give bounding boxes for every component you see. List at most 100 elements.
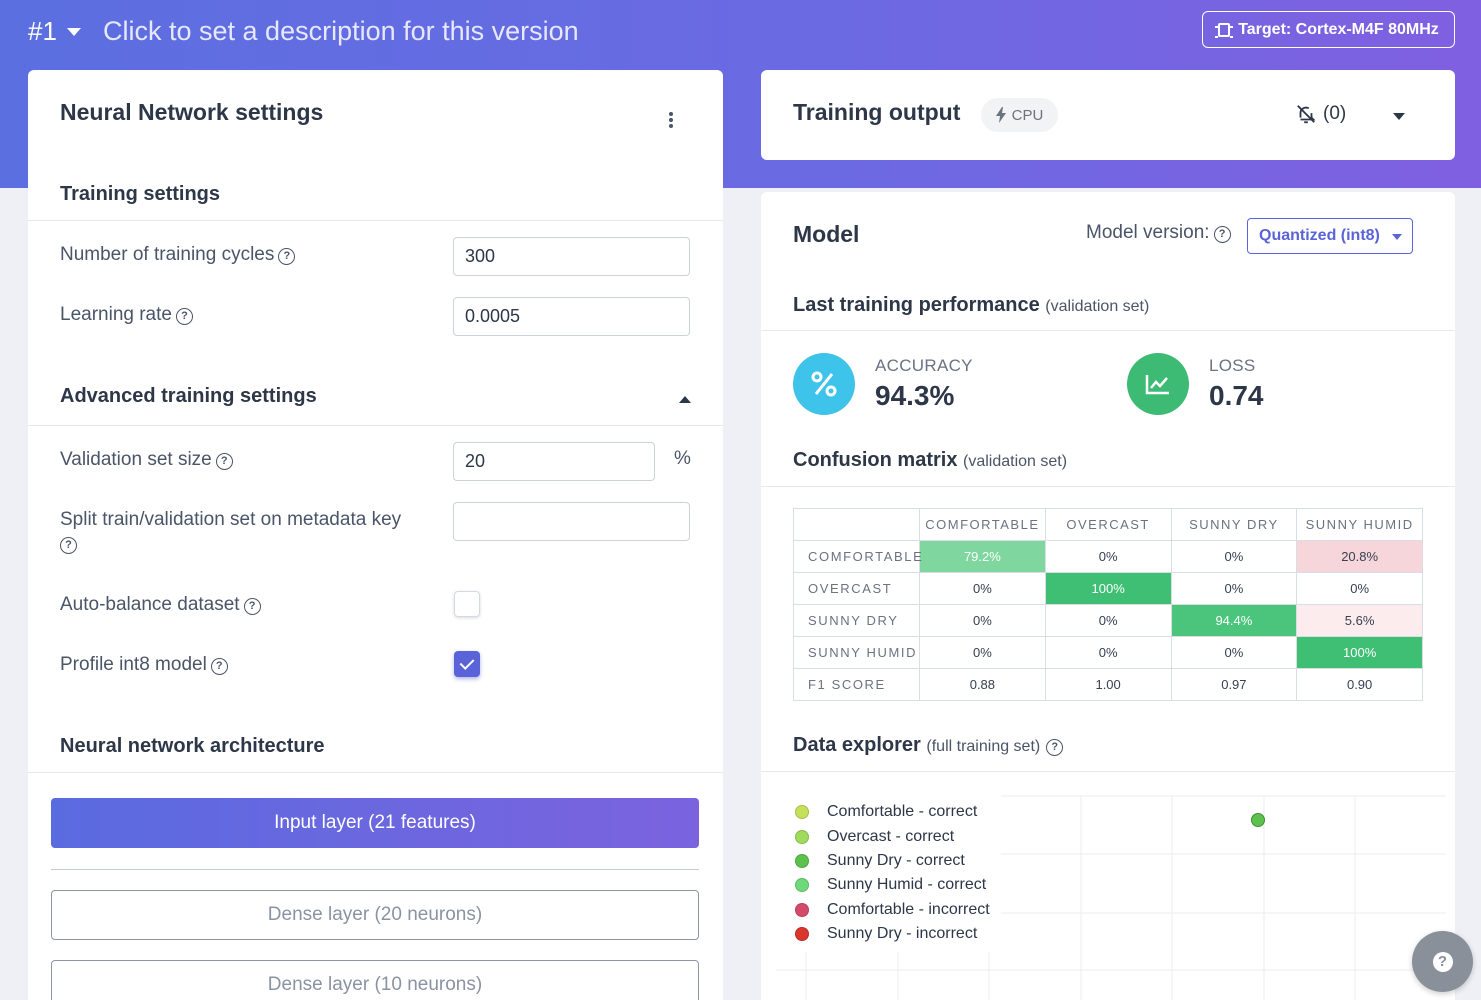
target-device-button[interactable]: Target: Cortex-M4F 80MHz bbox=[1202, 11, 1455, 48]
split-metadata-label: Split train/validation set on metadata k… bbox=[60, 508, 440, 556]
dense-layer-block[interactable]: Dense layer (20 neurons) bbox=[51, 890, 699, 940]
matrix-cell: 100% bbox=[1044, 572, 1172, 605]
help-icon[interactable]: ? bbox=[210, 658, 228, 675]
percent-icon bbox=[793, 353, 855, 415]
accuracy-label: ACCURACY bbox=[875, 356, 973, 375]
version-description[interactable]: Click to set a description for this vers… bbox=[103, 16, 579, 46]
matrix-cell: 0% bbox=[1296, 572, 1423, 605]
legend-item[interactable]: Sunny Humid - correct bbox=[795, 873, 990, 897]
model-card: Model Model version:? Quantized (int8) L… bbox=[761, 192, 1455, 1000]
learning-rate-input[interactable] bbox=[453, 297, 690, 336]
legend-item[interactable]: Comfortable - incorrect bbox=[795, 898, 990, 922]
data-point[interactable] bbox=[1251, 813, 1265, 827]
column-header: SUNNY DRY bbox=[1170, 508, 1298, 541]
help-icon[interactable]: ? bbox=[243, 598, 261, 615]
performance-heading: Last training performance (validation se… bbox=[793, 294, 1150, 316]
training-output-card: Training output CPU (0) bbox=[761, 70, 1455, 160]
split-metadata-input[interactable] bbox=[453, 502, 690, 541]
chevron-down-icon[interactable] bbox=[1393, 113, 1405, 120]
row-header: SUNNY DRY bbox=[793, 604, 920, 637]
matrix-cell: 0% bbox=[1170, 540, 1298, 573]
notifications-toggle[interactable]: (0) bbox=[1295, 103, 1346, 125]
legend-item[interactable]: Sunny Dry - correct bbox=[795, 849, 990, 873]
matrix-cell: 0% bbox=[1044, 540, 1172, 573]
data-explorer-plot[interactable] bbox=[761, 782, 1455, 1000]
column-header: OVERCAST bbox=[1044, 508, 1172, 541]
legend-item[interactable]: Comfortable - correct bbox=[795, 800, 990, 824]
legend-item[interactable]: Sunny Dry - incorrect bbox=[795, 922, 990, 946]
profile-int8-checkbox[interactable] bbox=[454, 651, 480, 677]
help-icon[interactable]: ? bbox=[215, 453, 233, 470]
matrix-cell: 0% bbox=[919, 572, 1046, 605]
question-icon: ? bbox=[1432, 951, 1453, 972]
plot-legend: Comfortable - correct Overcast - correct… bbox=[795, 800, 990, 946]
matrix-cell: 20.8% bbox=[1296, 540, 1423, 573]
loss-label: LOSS bbox=[1209, 356, 1256, 375]
version-number: #1 bbox=[28, 15, 57, 46]
model-version-select[interactable]: Quantized (int8) bbox=[1247, 218, 1413, 254]
training-cycles-input[interactable] bbox=[453, 237, 690, 276]
matrix-cell: 79.2% bbox=[919, 540, 1046, 573]
matrix-cell: 0% bbox=[1044, 604, 1172, 637]
model-title: Model bbox=[793, 221, 860, 247]
data-explorer-heading: Data explorer (full training set)? bbox=[793, 734, 1064, 757]
percent-unit: % bbox=[674, 448, 691, 469]
divider bbox=[761, 771, 1455, 772]
matrix-cell: 0% bbox=[919, 604, 1046, 637]
help-icon[interactable]: ? bbox=[278, 248, 296, 265]
matrix-cell: 0% bbox=[1170, 572, 1298, 605]
divider bbox=[28, 772, 723, 773]
legend-swatch bbox=[795, 805, 809, 820]
dense-layer-block[interactable]: Dense layer (10 neurons) bbox=[51, 960, 699, 1000]
f1-cell: 0.97 bbox=[1170, 668, 1298, 701]
model-version-label: Model version:? bbox=[1086, 222, 1231, 244]
confusion-matrix-heading: Confusion matrix (validation set) bbox=[793, 449, 1068, 471]
version-selector[interactable]: #1 bbox=[28, 14, 81, 48]
layer-connector bbox=[51, 869, 699, 870]
legend-swatch bbox=[795, 902, 809, 917]
notification-count: (0) bbox=[1323, 103, 1347, 124]
legend-swatch bbox=[795, 853, 809, 868]
neural-network-settings-card: Neural Network settings Training setting… bbox=[28, 70, 723, 1000]
training-output-title: Training output bbox=[793, 99, 961, 125]
learning-rate-label: Learning rate? bbox=[60, 303, 193, 327]
row-header: F1 SCORE bbox=[793, 668, 920, 701]
divider bbox=[761, 330, 1455, 331]
card-title: Neural Network settings bbox=[60, 99, 324, 125]
help-icon[interactable]: ? bbox=[60, 537, 77, 554]
f1-cell: 0.90 bbox=[1296, 668, 1423, 701]
f1-cell: 0.88 bbox=[919, 668, 1046, 701]
device-badge: CPU bbox=[981, 98, 1058, 132]
training-cycles-label: Number of training cycles? bbox=[60, 243, 296, 267]
divider bbox=[28, 220, 723, 221]
help-icon[interactable]: ? bbox=[175, 308, 193, 325]
help-button[interactable]: ? bbox=[1412, 931, 1473, 992]
accuracy-value: 94.3% bbox=[875, 380, 955, 411]
chart-line-icon bbox=[1127, 353, 1189, 415]
matrix-cell: 100% bbox=[1296, 636, 1423, 669]
collapse-toggle-icon[interactable] bbox=[679, 396, 691, 403]
column-header: COMFORTABLE bbox=[919, 508, 1046, 541]
input-layer-block[interactable]: Input layer (21 features) bbox=[51, 798, 699, 848]
chip-icon bbox=[1215, 22, 1234, 38]
column-header: SUNNY HUMID bbox=[1296, 508, 1423, 541]
validation-size-input[interactable] bbox=[453, 442, 655, 481]
bolt-icon bbox=[995, 107, 1006, 123]
legend-swatch bbox=[795, 878, 809, 893]
confusion-matrix-table: COMFORTABLE OVERCAST SUNNY DRY SUNNY HUM… bbox=[793, 508, 1423, 701]
row-header: OVERCAST bbox=[793, 572, 920, 605]
target-label: Target: Cortex-M4F 80MHz bbox=[1238, 20, 1439, 38]
legend-swatch bbox=[795, 927, 809, 942]
matrix-cell: 94.4% bbox=[1170, 604, 1298, 637]
matrix-cell: 0% bbox=[919, 636, 1046, 669]
legend-item[interactable]: Overcast - correct bbox=[795, 824, 990, 848]
help-icon[interactable]: ? bbox=[1046, 739, 1064, 756]
help-icon[interactable]: ? bbox=[1213, 226, 1231, 243]
autobalance-label: Auto-balance dataset? bbox=[60, 593, 261, 617]
autobalance-checkbox[interactable] bbox=[454, 591, 480, 617]
chevron-down-icon bbox=[66, 28, 81, 36]
profile-int8-label: Profile int8 model? bbox=[60, 653, 228, 677]
divider bbox=[28, 425, 723, 426]
chevron-down-icon bbox=[1392, 234, 1402, 240]
more-options-icon[interactable] bbox=[668, 112, 674, 128]
